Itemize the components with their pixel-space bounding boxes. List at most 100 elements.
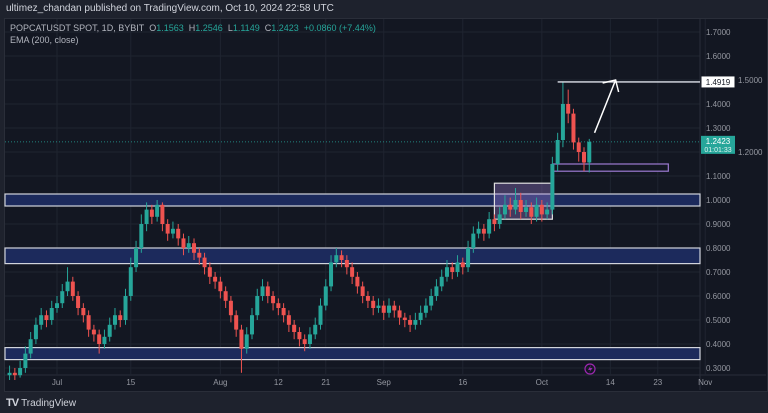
y-tick-label: 1.5000 <box>738 76 763 85</box>
consolidation-box <box>551 163 669 172</box>
candle-body <box>413 320 418 325</box>
candle-body <box>471 233 476 248</box>
candle-body <box>18 368 23 376</box>
candle-body <box>397 310 402 318</box>
publisher-caption: ultimez_chandan published on TradingView… <box>6 3 334 14</box>
candle-body <box>81 308 86 316</box>
y-tick-label: 1.6000 <box>706 52 731 61</box>
candle-body <box>571 113 576 143</box>
candle-body <box>170 228 175 234</box>
candle-body <box>139 224 144 248</box>
arrow-head-icon <box>602 79 620 93</box>
candle-body <box>265 286 270 296</box>
candle-body <box>502 204 507 215</box>
candle-body <box>76 296 81 308</box>
symbol-legend: POPCATUSDT SPOT, 1D, BYBIT O1.1563 H1.25… <box>10 22 376 46</box>
candle-body <box>518 200 523 212</box>
candle-body <box>582 152 586 163</box>
y-tick-label: 1.2000 <box>738 148 763 157</box>
support-resistance-zone <box>4 193 701 207</box>
candle-body <box>49 308 54 320</box>
candle-body <box>197 252 202 258</box>
candle-body <box>355 276 360 287</box>
candle-body <box>466 248 471 268</box>
candle-body <box>539 204 544 215</box>
ohlc-line: POPCATUSDT SPOT, 1D, BYBIT O1.1563 H1.25… <box>10 22 376 34</box>
candle-body <box>70 281 75 296</box>
candle-body <box>423 305 428 313</box>
candle-body <box>524 207 529 212</box>
candle-body <box>165 224 170 234</box>
candle-body <box>260 286 265 296</box>
candle-body <box>186 243 191 248</box>
candle-body <box>86 315 91 330</box>
candle-body <box>123 296 128 320</box>
indicator-label[interactable]: EMA (200, close) <box>10 35 79 45</box>
candle-body <box>402 317 407 320</box>
high-label: H <box>188 23 196 33</box>
candle-body <box>271 296 276 304</box>
symbol-name[interactable]: POPCATUSDT SPOT, 1D, BYBIT <box>10 23 145 33</box>
candle-body <box>497 214 502 224</box>
candle-body <box>286 315 291 325</box>
close-value: 1.2423 <box>271 23 299 33</box>
candle-body <box>418 312 423 320</box>
candle-body <box>128 267 133 296</box>
candle-body <box>429 296 434 306</box>
y-tick-label: 1.1000 <box>706 172 731 181</box>
tradingview-logo: TV <box>6 397 19 409</box>
candle-body <box>192 243 197 253</box>
candle-body <box>476 228 481 234</box>
candle-body <box>55 303 59 308</box>
candle-body <box>91 329 96 335</box>
open-label: O <box>149 23 157 33</box>
candle-body <box>44 315 49 320</box>
candle-body <box>487 219 492 234</box>
x-tick-label: Jul <box>52 378 62 387</box>
candle-body <box>28 339 33 354</box>
candle-body <box>207 267 212 277</box>
candle-body <box>439 276 444 287</box>
last-price-text: 1.2423 <box>706 137 731 146</box>
candle-body <box>292 324 297 332</box>
y-tick-label: 1.7000 <box>706 28 731 37</box>
candle-body <box>181 238 186 248</box>
candle-body <box>566 104 571 114</box>
x-tick-label: Sep <box>377 378 392 387</box>
candle-body <box>529 207 534 217</box>
candle-body <box>545 209 550 215</box>
candle-body <box>371 300 376 308</box>
lightning-event-icon <box>584 363 596 375</box>
countdown-text: 01:01:33 <box>704 147 731 154</box>
candle-body <box>33 324 38 340</box>
open-value: 1.1563 <box>156 23 184 33</box>
candle-body <box>281 308 286 316</box>
y-tick-label: 0.3000 <box>706 364 731 373</box>
candle-body <box>60 291 65 304</box>
candle-body <box>576 142 581 152</box>
x-tick-label: 21 <box>321 378 330 387</box>
candle-body <box>555 140 560 164</box>
support-resistance-zone <box>4 347 701 361</box>
candle-body <box>218 281 223 292</box>
candle-body <box>202 257 207 268</box>
y-tick-label: 0.6000 <box>706 292 731 301</box>
low-value: 1.1149 <box>232 23 260 33</box>
candle-body <box>239 329 244 349</box>
x-tick-label: 23 <box>653 378 662 387</box>
candle-body <box>12 372 17 376</box>
low-label: L <box>227 23 233 33</box>
y-tick-label: 0.5000 <box>706 316 731 325</box>
candle-body <box>134 248 139 268</box>
candle-body <box>360 286 365 296</box>
footer: TV TradingView <box>6 397 76 409</box>
close-label: C <box>264 23 272 33</box>
lightning-icon <box>588 365 593 373</box>
candle-body <box>444 267 449 277</box>
y-tick-label: 1.0000 <box>706 196 731 205</box>
candle-body <box>176 228 181 239</box>
candle-body <box>155 204 160 217</box>
x-tick-label: 14 <box>606 378 615 387</box>
candle-body <box>297 332 302 340</box>
